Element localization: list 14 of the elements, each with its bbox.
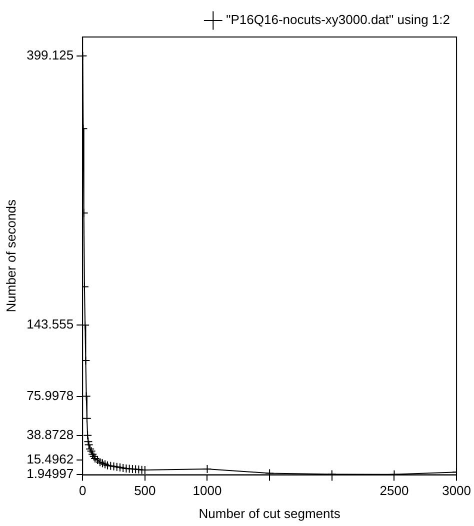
x-tick-label: 0	[78, 483, 86, 498]
x-tick-label: 500	[134, 483, 156, 498]
x-tick-label: 2500	[380, 483, 409, 498]
y-tick-label: 75.9978	[26, 388, 74, 403]
x-tick-label: 3000	[442, 483, 471, 498]
x-axis-title: Number of cut segments	[198, 506, 341, 521]
y-tick-label: 143.555	[26, 316, 74, 332]
y-tick-label: 38.8728	[26, 427, 74, 442]
x-tick-label: 1000	[192, 483, 222, 498]
y-tick-label: 399.125	[26, 47, 74, 62]
legend-label: "P16Q16-nocuts-xy3000.dat" using 1:2	[226, 12, 450, 28]
y-axis-title: Number of seconds	[3, 199, 18, 312]
y-tick-label: 15.4962	[26, 452, 74, 467]
y-tick-label: 1.94997	[26, 466, 74, 481]
